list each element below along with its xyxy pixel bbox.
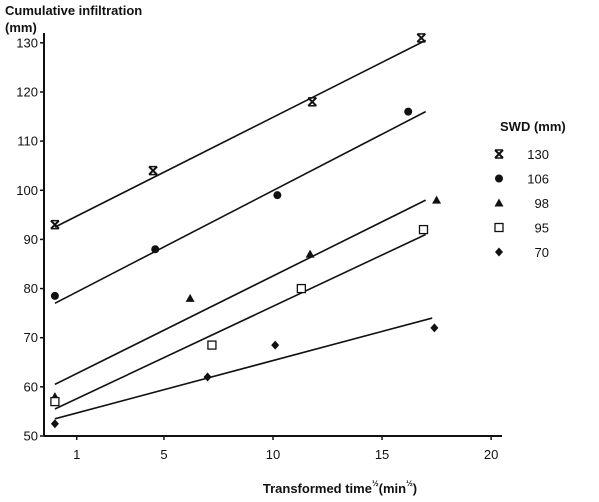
marker-stroke	[307, 97, 317, 107]
data-point-130	[50, 219, 60, 230]
y-tick-label: 90	[24, 232, 38, 247]
data-point-130	[307, 97, 317, 107]
y-tick-label: 100	[16, 183, 38, 198]
y-tick-label: 50	[24, 429, 38, 444]
legend-items: 130 106 98 95 70	[494, 147, 549, 260]
data-point-106	[273, 191, 282, 200]
legend-marker-70	[495, 247, 503, 257]
x-tick-label: 20	[484, 447, 498, 462]
legend: SWD (mm) 130 106 98 95 70	[494, 119, 566, 260]
data-point-106	[50, 291, 59, 300]
marker-stroke	[148, 165, 158, 176]
data-point-95	[418, 224, 429, 235]
fit-line-70	[54, 317, 433, 420]
x-ticks: 1 5 10 15 20	[73, 436, 498, 462]
data-point-98	[432, 195, 442, 204]
data-point-130	[148, 165, 158, 176]
y-tick-label: 120	[16, 84, 38, 99]
fit-lines	[54, 39, 433, 420]
data-point-95	[296, 283, 307, 294]
data-point-98	[305, 249, 315, 258]
legend-marker-106	[495, 174, 503, 183]
fit-line-130	[54, 39, 427, 228]
x-axis-label-units-sup: ½	[406, 479, 413, 488]
data-point-95	[50, 396, 60, 407]
marker-stroke	[494, 149, 504, 159]
y-tick-label: 130	[16, 35, 38, 50]
x-axis-label-units-close: )	[413, 481, 417, 496]
data-point-70	[271, 340, 280, 350]
legend-label-106: 106	[527, 172, 549, 187]
y-tick-label: 70	[24, 330, 38, 345]
legend-label-70: 70	[535, 245, 549, 260]
legend-label-130: 130	[527, 147, 549, 162]
axes	[43, 33, 502, 437]
legend-marker-98	[494, 198, 504, 207]
x-axis-label-sup: ½	[372, 479, 379, 488]
legend-marker-130	[494, 149, 504, 159]
fit-line-106	[54, 110, 427, 305]
marker-stroke	[50, 219, 60, 230]
data-point-70	[430, 323, 439, 333]
y-axis-title: Cumulative infiltration (mm)	[5, 3, 142, 35]
y-ticks: 50 60 70 80 90 100 110 120 130	[16, 35, 44, 444]
x-tick-label: 5	[160, 447, 167, 462]
data-point-95	[207, 340, 217, 350]
legend-title: SWD (mm)	[500, 119, 566, 134]
legend-marker-95	[494, 222, 504, 233]
fit-line-95	[54, 233, 427, 410]
y-tick-label: 110	[17, 134, 38, 149]
x-tick-label: 15	[375, 447, 389, 462]
legend-label-95: 95	[535, 221, 549, 236]
data-point-130	[416, 33, 427, 43]
data-point-98	[185, 293, 195, 302]
x-tick-label: 10	[266, 447, 280, 462]
y-axis-label-line2: (mm)	[5, 20, 37, 35]
x-axis-label-text: Transformed time	[263, 481, 372, 496]
marker-stroke	[416, 33, 427, 43]
x-tick-label: 1	[73, 447, 80, 462]
x-axis-label-units-open: (min	[379, 481, 407, 496]
y-axis-label-line1: Cumulative infiltration	[5, 3, 142, 18]
data-points	[50, 33, 442, 429]
legend-label-98: 98	[535, 196, 549, 211]
y-tick-label: 60	[24, 379, 38, 394]
data-point-106	[404, 107, 413, 116]
y-tick-label: 80	[24, 281, 38, 296]
data-point-70	[203, 372, 212, 382]
fit-line-98	[54, 199, 427, 386]
x-axis-label: Transformed time½(min½)	[263, 479, 417, 496]
data-point-106	[151, 245, 160, 254]
data-point-70	[50, 419, 59, 429]
